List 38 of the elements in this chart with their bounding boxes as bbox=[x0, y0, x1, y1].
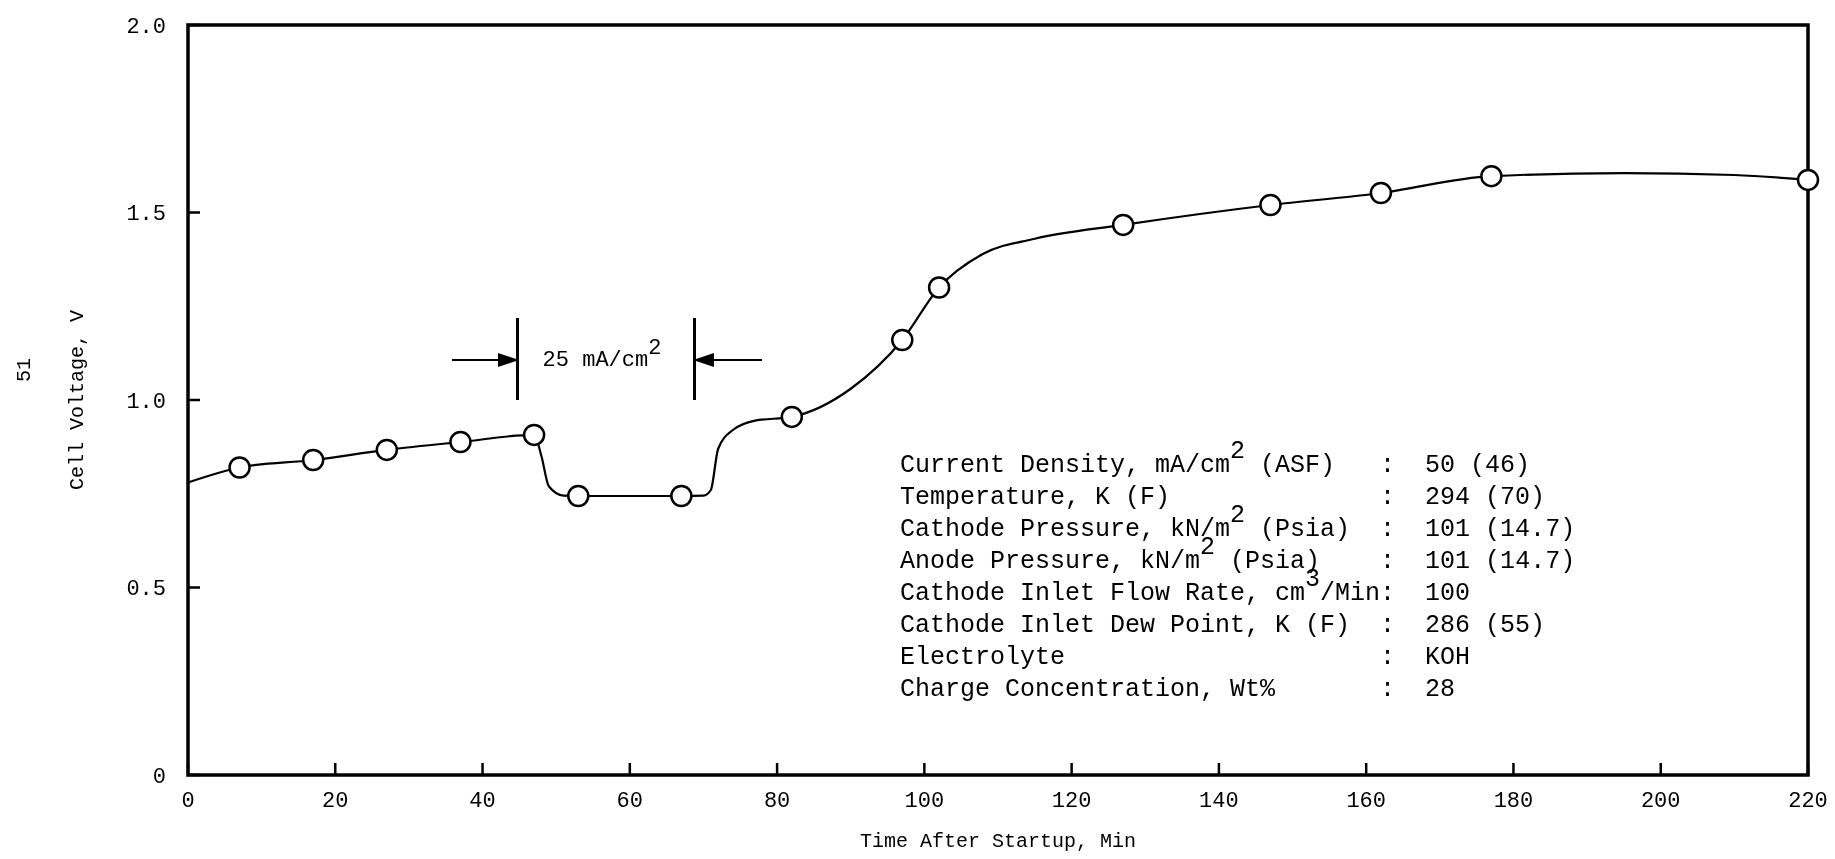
point bbox=[927, 276, 951, 299]
text: 51 bbox=[13, 357, 36, 383]
y-tick-label: 1.5 bbox=[126, 202, 166, 228]
x-axis-title: Time After Startup, Min bbox=[859, 830, 1137, 853]
x-tick-label: 100 bbox=[904, 789, 945, 814]
y-tick-label: 0.5 bbox=[126, 577, 166, 603]
point bbox=[301, 448, 325, 472]
y-tick-label: 0 bbox=[152, 764, 166, 790]
x-tick-label: 80 bbox=[763, 789, 791, 814]
x-tick-label: 120 bbox=[1051, 789, 1092, 814]
annotation: Cathode Inlet Dew Point, K (F) : 286 (55) bbox=[900, 611, 1546, 640]
x-tick-label: 40 bbox=[469, 789, 496, 814]
point bbox=[1111, 213, 1135, 237]
point bbox=[1480, 164, 1503, 188]
point bbox=[670, 484, 693, 508]
point bbox=[567, 484, 590, 508]
point bbox=[891, 328, 914, 352]
point bbox=[522, 423, 546, 447]
y-axis-title: Cell Voltage, V bbox=[66, 309, 89, 491]
point bbox=[1369, 181, 1393, 205]
x-tick-label: 140 bbox=[1199, 789, 1239, 814]
annotation: Charge Concentration, Wt% : 28 bbox=[900, 675, 1456, 704]
x-tick-label: 200 bbox=[1640, 789, 1681, 814]
point bbox=[1259, 193, 1282, 217]
x-tick-label: 0 bbox=[181, 789, 195, 814]
x-tick-label: 20 bbox=[322, 789, 349, 814]
x-tick-label: 180 bbox=[1493, 789, 1534, 814]
point bbox=[449, 430, 472, 454]
y-tick-label: 2.0 bbox=[126, 14, 166, 40]
x-tick-label: 160 bbox=[1346, 789, 1386, 814]
y-tick-label: 1.0 bbox=[126, 389, 166, 415]
point bbox=[780, 405, 804, 429]
point bbox=[1796, 168, 1820, 192]
x-tick-label: 60 bbox=[616, 789, 644, 814]
x-tick-label: 220 bbox=[1788, 789, 1828, 814]
point bbox=[228, 456, 251, 479]
point bbox=[375, 438, 399, 462]
annotation: Electrolyte : KOH bbox=[900, 643, 1471, 672]
